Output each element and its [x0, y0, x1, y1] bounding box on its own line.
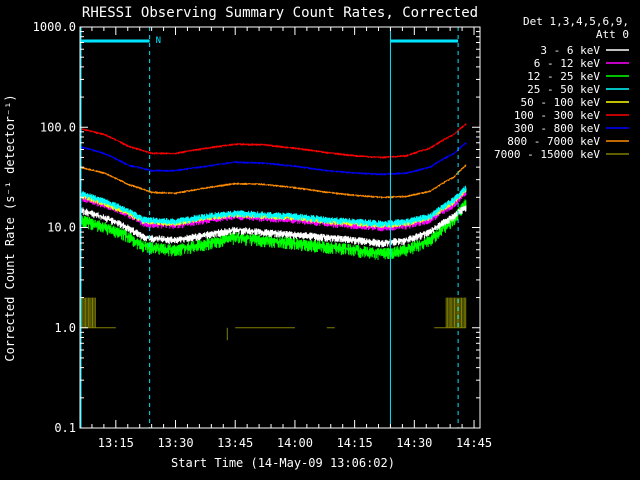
- x-tick-label: 14:15: [337, 436, 373, 450]
- legend-header: Det 1,3,4,5,6,9,: [523, 15, 629, 28]
- legend-label: 6 - 12 keV: [534, 57, 601, 70]
- legend-label: 300 - 800 keV: [514, 122, 600, 135]
- legend-label: 50 - 100 keV: [521, 96, 601, 109]
- x-tick-label: 13:15: [98, 436, 134, 450]
- series-800-7000-kev: [79, 164, 467, 199]
- legend-header: Att 0: [596, 28, 629, 41]
- legend-label: 25 - 50 keV: [527, 83, 600, 96]
- y-axis: 0.1 1.0 10.0 100.0 1000.0: [33, 20, 480, 435]
- series-12-25-kev: [79, 199, 467, 260]
- series-100-300-kev: [79, 123, 467, 159]
- series-line: [79, 164, 467, 199]
- x-axis: 13:15 13:30 13:45 14:00 14:15 14:30 14:45: [91, 27, 492, 450]
- legend-label: 3 - 6 keV: [540, 44, 600, 57]
- y-axis-label: Corrected Count Rate (s⁻¹ detector⁻¹): [3, 94, 17, 361]
- series-line: [79, 123, 467, 159]
- y-tick-label: 10.0: [47, 221, 76, 235]
- plot-frame: [79, 26, 481, 429]
- series-7000-15000-kev: [79, 297, 467, 341]
- x-tick-label: 14:45: [456, 436, 492, 450]
- y-tick-label: 1000.0: [33, 20, 76, 34]
- chart-title: RHESSI Observing Summary Count Rates, Co…: [82, 5, 478, 21]
- series-line: [79, 199, 467, 260]
- series-line: [79, 297, 467, 341]
- x-axis-label: Start Time (14-May-09 13:06:02): [171, 456, 395, 470]
- legend-label: 800 - 7000 keV: [507, 135, 600, 148]
- x-tick-label: 14:30: [396, 436, 432, 450]
- legend-label: 100 - 300 keV: [514, 109, 600, 122]
- x-tick-label: 14:00: [277, 436, 313, 450]
- y-tick-label: 100.0: [40, 120, 76, 134]
- series-line: [79, 142, 467, 176]
- x-tick-label: 13:45: [217, 436, 253, 450]
- y-tick-label: 0.1: [54, 421, 76, 435]
- legend-label: 7000 - 15000 keV: [494, 148, 600, 161]
- y-tick-label: 1.0: [54, 321, 76, 335]
- series-300-800-kev: [79, 142, 467, 176]
- plot-traces: [79, 123, 467, 341]
- legend-label: 12 - 25 keV: [527, 70, 600, 83]
- x-tick-label: 13:30: [157, 436, 193, 450]
- night-marker-label: N: [156, 36, 161, 46]
